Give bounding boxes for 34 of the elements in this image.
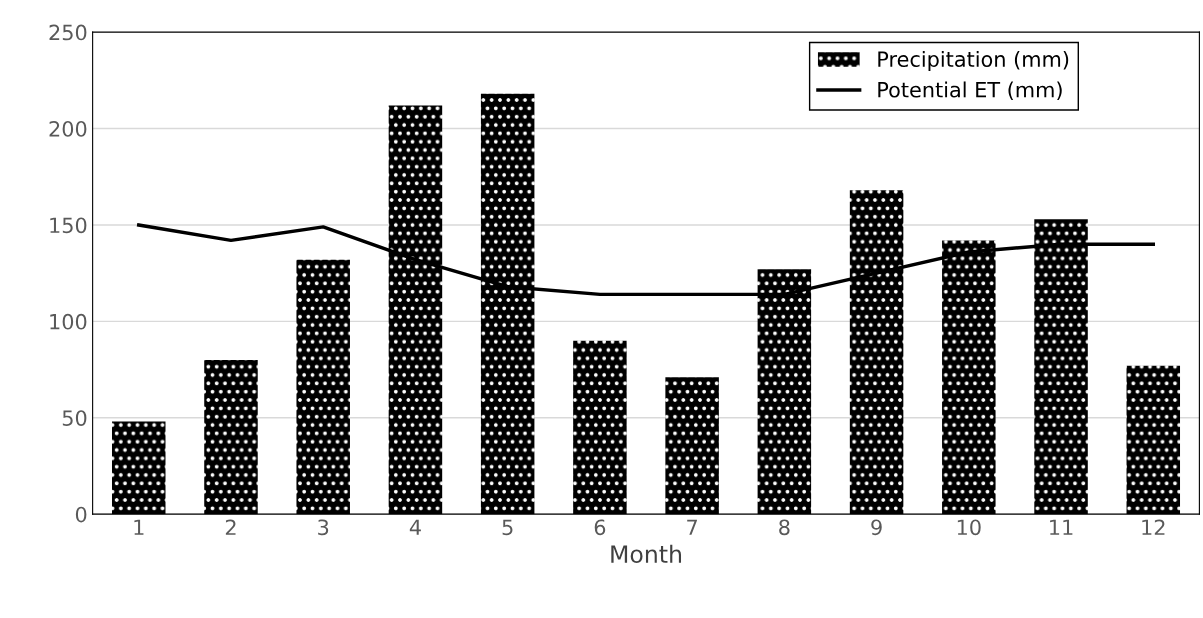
y-tick-label: 150: [50, 217, 87, 234]
x-tick-label: 5: [502, 519, 513, 536]
x-tick-label: 12: [1142, 519, 1165, 535]
x-tick-label: 3: [318, 519, 329, 536]
y-tick-label: 0: [75, 506, 87, 523]
bar: [849, 190, 904, 515]
bar: [1034, 219, 1088, 515]
y-tick-label: 50: [62, 410, 87, 426]
x-tick-label: 4: [409, 519, 421, 535]
bar: [480, 93, 535, 515]
x-tick-label: 1: [134, 519, 144, 535]
bar: [757, 269, 812, 515]
bar: [388, 105, 443, 515]
x-tick-label: 9: [871, 519, 882, 536]
bar: [942, 240, 996, 515]
bar: [1126, 365, 1181, 515]
bar: [204, 359, 258, 515]
legend-label: Potential ET (mm): [878, 81, 1062, 101]
x-tick-label: 7: [687, 519, 697, 535]
x-tick-label: 10: [957, 519, 981, 536]
y-tick-label: 200: [49, 121, 87, 137]
line-series: [137, 223, 1156, 297]
bar: [573, 340, 627, 515]
legend-label: Precipitation (mm): [878, 50, 1069, 72]
bar: [112, 421, 166, 515]
x-tick-label: 11: [1050, 519, 1073, 535]
x-axis-title: Month: [611, 544, 682, 564]
x-tick-label: 8: [779, 519, 790, 536]
y-tick-label: 100: [50, 313, 87, 330]
bar: [665, 377, 719, 515]
x-tick-label: 6: [594, 519, 606, 536]
y-tick-label: 250: [49, 24, 87, 41]
x-tick-label: 2: [225, 519, 236, 535]
bar: [296, 259, 350, 515]
